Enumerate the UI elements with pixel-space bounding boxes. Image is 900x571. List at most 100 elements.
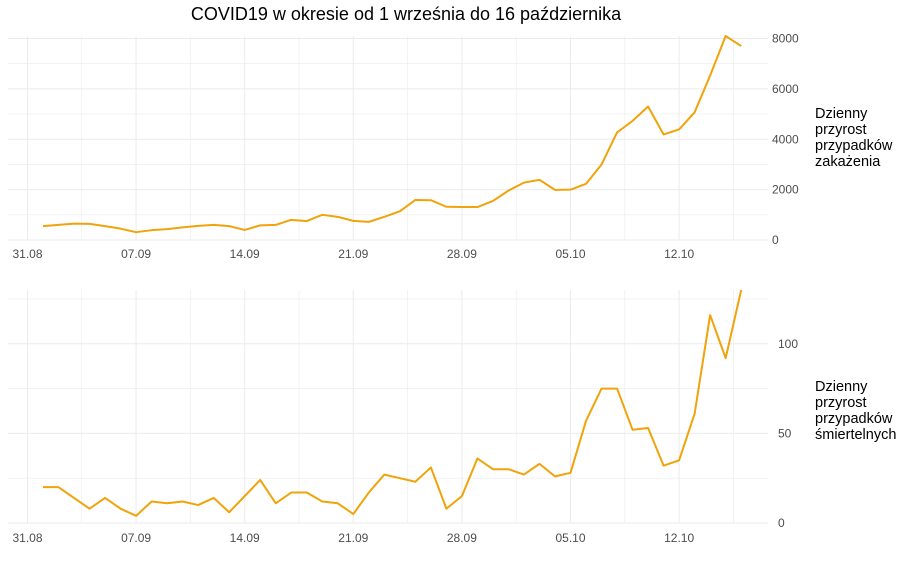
y-tick-label: 2000	[772, 183, 799, 197]
data-point	[538, 179, 540, 181]
data-point	[414, 199, 416, 201]
data-point	[58, 224, 60, 226]
x-tick-label: 21.09	[338, 247, 368, 261]
data-point	[197, 225, 199, 227]
x-tick-label: 28.09	[447, 247, 477, 261]
data-point	[538, 463, 540, 465]
data-point	[678, 128, 680, 130]
data-point	[678, 459, 680, 461]
data-point	[740, 289, 742, 291]
data-point	[430, 199, 432, 201]
data-point	[306, 220, 308, 222]
data-point	[321, 500, 323, 502]
data-point	[197, 504, 199, 506]
y-tick-label: 0	[778, 516, 785, 530]
data-point	[259, 224, 261, 226]
data-point	[740, 45, 742, 47]
x-tick-label: 31.08	[12, 531, 42, 545]
chart-title: COVID19 w okresie od 1 września do 16 pa…	[190, 4, 622, 24]
data-point	[554, 189, 556, 191]
x-tick-label: 12.10	[664, 531, 694, 545]
x-tick-label: 31.08	[12, 247, 42, 261]
data-point	[306, 492, 308, 494]
data-point	[89, 223, 91, 225]
y-axis-label-line: zakażenia	[815, 154, 881, 170]
data-point	[151, 500, 153, 502]
x-tick-label: 05.10	[555, 247, 585, 261]
data-point	[570, 189, 572, 191]
data-point	[135, 515, 137, 517]
data-point	[570, 472, 572, 474]
data-point	[523, 474, 525, 476]
data-point	[585, 420, 587, 422]
x-tick-label: 12.10	[664, 247, 694, 261]
data-point	[461, 206, 463, 208]
data-point	[275, 224, 277, 226]
data-point	[507, 190, 509, 192]
y-axis-label-infections: Dzienny przyrost przypadków zakażenia	[815, 106, 892, 170]
y-tick-label: 100	[778, 337, 798, 351]
data-point	[244, 495, 246, 497]
x-tick-label: 14.09	[230, 531, 260, 545]
data-point	[492, 200, 494, 202]
data-point	[228, 511, 230, 513]
data-point	[476, 206, 478, 208]
series-points	[42, 35, 742, 233]
data-point	[725, 35, 727, 37]
y-tick-label: 8000	[772, 32, 799, 46]
data-point	[383, 474, 385, 476]
y-tick-label: 50	[778, 426, 792, 440]
data-point	[616, 131, 618, 133]
data-point	[135, 231, 137, 233]
data-point	[213, 224, 215, 226]
data-point	[73, 497, 75, 499]
data-point	[445, 508, 447, 510]
x-tick-label: 14.09	[230, 247, 260, 261]
data-point	[89, 508, 91, 510]
data-point	[709, 75, 711, 77]
data-point	[585, 183, 587, 185]
data-point	[694, 111, 696, 113]
data-point	[663, 465, 665, 467]
data-point	[352, 513, 354, 515]
data-point	[709, 314, 711, 316]
data-point	[104, 497, 106, 499]
x-tick-label: 07.09	[121, 247, 151, 261]
data-point	[383, 216, 385, 218]
data-point	[151, 229, 153, 231]
panel-infections: 0 2000 4000 6000 8000 31.08 07.09 14.09 21.09 28.…	[8, 32, 799, 261]
data-point	[182, 500, 184, 502]
y-tick-label: 0	[772, 233, 779, 247]
x-tick-label: 28.09	[447, 531, 477, 545]
data-point	[259, 479, 261, 481]
data-point	[632, 429, 634, 431]
panel-deaths: 0 50 100 31.08 07.09 14.09 21.09 28.09 05.10 12.1…	[8, 289, 798, 545]
y-axis-label-line: przypadków	[815, 411, 893, 427]
data-point	[663, 133, 665, 135]
data-point	[476, 457, 478, 459]
data-point	[321, 214, 323, 216]
y-axis-label-line: Dzienny	[815, 106, 868, 122]
data-point	[647, 427, 649, 429]
y-axis-label-line: śmiertelnych	[815, 427, 897, 443]
x-tick-label: 07.09	[121, 531, 151, 545]
data-point	[616, 388, 618, 390]
data-point	[73, 223, 75, 225]
data-point	[290, 219, 292, 221]
data-point	[337, 502, 339, 504]
data-point	[445, 206, 447, 208]
y-axis-label-line: przypadków	[815, 138, 893, 154]
grid-lines	[8, 290, 768, 524]
data-point	[647, 106, 649, 108]
data-point	[58, 486, 60, 488]
data-point	[430, 466, 432, 468]
data-point	[694, 413, 696, 415]
data-point	[414, 481, 416, 483]
data-point	[290, 492, 292, 494]
x-tick-label: 05.10	[555, 531, 585, 545]
series-points	[42, 289, 742, 517]
data-point	[104, 225, 106, 227]
data-point	[337, 216, 339, 218]
data-point	[523, 182, 525, 184]
